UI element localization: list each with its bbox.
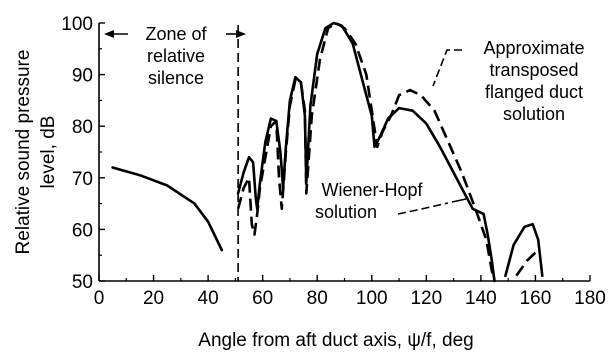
x-tick-label: 100: [356, 288, 388, 309]
y-tick-label: 90: [72, 66, 93, 87]
zone-label-line1: Zone of: [145, 24, 207, 44]
y-tick-label: 60: [72, 220, 93, 241]
curves: [111, 21, 544, 283]
x-tick-label: 80: [307, 288, 328, 309]
y-axis-label-line2: level, dB: [38, 116, 59, 189]
solid-curve-segment: [236, 21, 496, 283]
y-tick-label: 50: [72, 272, 93, 293]
approx-leader-line: [432, 49, 462, 87]
ticks: 0 20 40 60 80 100 120 140 160 180 50 60 70 80 90 100: [61, 14, 606, 309]
y-tick-label: 100: [61, 14, 93, 35]
x-tick-label: 60: [252, 288, 273, 309]
approx-label-line1: Approximate: [483, 38, 584, 58]
approx-label-line4: solution: [503, 104, 565, 124]
x-tick-label: 140: [465, 288, 497, 309]
approx-label-line2: transposed: [489, 60, 578, 80]
wiener-hopf-label-line1: Wiener-Hopf: [321, 180, 423, 200]
x-tick-label: 120: [410, 288, 442, 309]
x-axis-label: Angle from aft duct axis, ψ/f, deg: [198, 330, 473, 351]
y-tick-label: 80: [72, 117, 93, 138]
y-axis-label-line1: Relative sound pressure: [13, 50, 34, 255]
annotation-leaders: [104, 30, 467, 215]
solid-curve-segment: [504, 222, 544, 278]
wiener-hopf-label-line2: solution: [315, 202, 377, 222]
zone-label-line2: relative: [147, 46, 205, 66]
approx-label-line3: flanged duct: [485, 82, 583, 102]
zone-label-line3: silence: [148, 68, 204, 88]
zone-arrow-right-head: [236, 30, 246, 38]
x-tick-label: 160: [520, 288, 552, 309]
solid-curve-segment: [111, 166, 224, 252]
x-tick-label: 20: [143, 288, 164, 309]
dashed-curve-segment: [236, 21, 496, 282]
x-tick-label: 180: [574, 288, 606, 309]
y-tick-label: 70: [72, 169, 93, 190]
x-tick-label: 0: [94, 288, 105, 309]
zone-arrow-left-head: [104, 30, 114, 38]
wiener-hopf-leader-line: [397, 202, 449, 215]
wiener-hopf-leader-tail: [451, 198, 467, 203]
dashed-curve-segment: [515, 251, 537, 277]
x-tick-label: 40: [198, 288, 219, 309]
